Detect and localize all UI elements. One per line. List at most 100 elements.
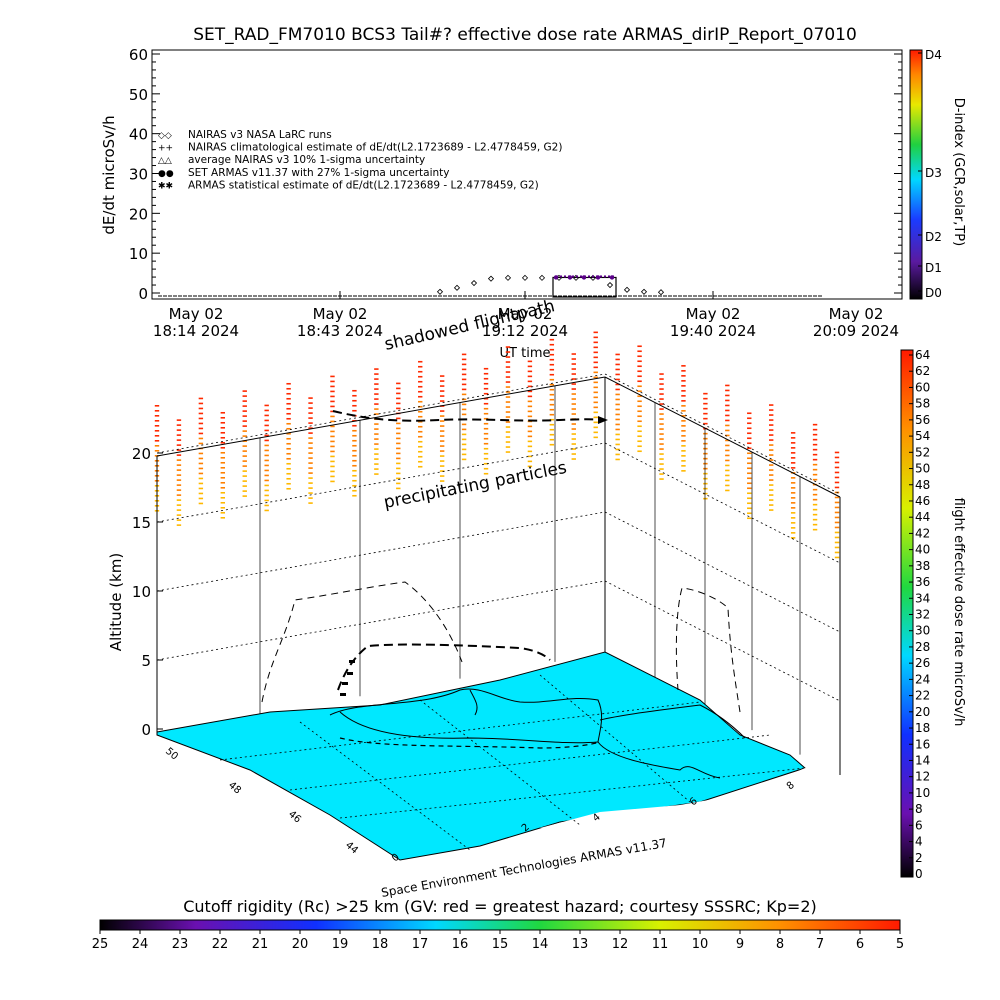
dose-marker (747, 432, 752, 435)
dose-marker (527, 410, 533, 413)
dose-marker (308, 397, 313, 399)
dose-marker (154, 415, 160, 417)
dose-marker (374, 378, 379, 380)
dose-marker (176, 524, 182, 526)
dose-marker (637, 380, 642, 383)
dose-marker (812, 433, 818, 436)
dose-marker (505, 356, 511, 358)
dose-marker (812, 503, 818, 506)
dose-marker (703, 462, 708, 465)
dose-colorbar-label: flight effective dose rate microSv/h (951, 498, 966, 727)
dose-marker (812, 438, 818, 441)
dose-marker (439, 380, 445, 382)
dose-marker (330, 450, 335, 453)
dose-marker (703, 422, 708, 425)
dose-colorbar-tick-label: 60 (915, 380, 930, 394)
dose-marker (790, 442, 796, 444)
dose-marker (396, 427, 401, 430)
dose-marker (659, 388, 664, 390)
dose-marker (308, 497, 313, 499)
dose-marker (725, 459, 730, 462)
dose-marker (505, 401, 511, 403)
dose-marker (747, 417, 752, 420)
dose-marker (396, 437, 401, 440)
dose-marker (812, 428, 818, 431)
dose-marker (483, 467, 489, 470)
dose-colorbar-tick-label: 38 (915, 559, 930, 573)
dose-marker (242, 465, 247, 467)
dose-marker (768, 434, 774, 436)
dose-marker (615, 433, 620, 436)
dose-marker (264, 464, 269, 467)
dose-marker (198, 427, 204, 430)
dose-marker (264, 434, 269, 437)
dose-marker (220, 431, 226, 434)
dose-marker (549, 353, 555, 356)
dose-marker (571, 388, 576, 390)
legend-symbol: ●● (158, 169, 174, 179)
dose-marker (812, 488, 818, 491)
legend-text: average NAIRAS v3 10% 1-sigma uncertaint… (188, 154, 425, 166)
dose-marker (790, 447, 796, 449)
dose-marker (527, 440, 533, 443)
dose-colorbar-tick-label: 56 (915, 413, 930, 427)
dose-colorbar-tick-label: 4 (915, 835, 923, 849)
top-x-tick-time: 20:09 2024 (813, 322, 899, 340)
dose-marker (593, 361, 598, 364)
dose-marker (725, 464, 730, 467)
dose-marker (220, 516, 226, 519)
dose-colorbar-tick-label: 62 (915, 364, 930, 378)
dose-marker (615, 408, 620, 411)
dose-marker (483, 387, 489, 390)
dose-marker (834, 521, 840, 524)
dose-marker (374, 403, 379, 405)
dose-marker (286, 487, 291, 490)
dose-marker (571, 353, 576, 355)
dose-marker (286, 457, 291, 460)
dose-marker (790, 492, 796, 494)
left-axis-tick-label: 44 (343, 840, 360, 857)
dose-marker (790, 457, 796, 459)
floor-map-borders (329, 688, 746, 779)
dose-marker (220, 411, 226, 414)
dose-marker (286, 412, 291, 415)
dose-marker (308, 457, 313, 459)
dose-marker (374, 453, 379, 455)
dose-marker (812, 453, 818, 456)
dindex-colorbar (909, 49, 923, 300)
dose-marker (527, 405, 533, 408)
dose-marker (549, 373, 555, 376)
dose-marker (396, 392, 401, 395)
dose-marker (439, 450, 445, 452)
dose-marker (505, 431, 511, 433)
dose-marker (418, 420, 423, 423)
top-series (158, 274, 822, 298)
dose-marker (220, 451, 226, 454)
dose-marker (330, 375, 335, 378)
dose-marker (198, 462, 204, 465)
dose-marker (374, 383, 379, 385)
back-wall-gridline (156, 511, 606, 592)
dose-marker (549, 358, 555, 361)
dose-marker (790, 537, 796, 539)
dose-marker (286, 467, 291, 470)
dose-marker (527, 360, 533, 363)
dose-marker (615, 458, 620, 461)
dose-marker (790, 437, 796, 439)
dose-colorbar-tick-label: 30 (915, 624, 930, 638)
dose-marker (308, 417, 313, 419)
dose-marker (418, 415, 423, 418)
dose-marker (176, 494, 182, 496)
dose-marker (308, 492, 313, 494)
dose-marker (703, 482, 708, 485)
dose-marker (176, 519, 182, 521)
altitude-tick-label: 0 (141, 721, 151, 739)
dose-marker (637, 450, 642, 453)
dose-marker (681, 375, 686, 377)
dose-marker (154, 410, 160, 412)
dose-marker (220, 436, 226, 439)
dose-marker (154, 440, 160, 442)
dose-marker (812, 498, 818, 501)
dose-marker (198, 472, 204, 475)
